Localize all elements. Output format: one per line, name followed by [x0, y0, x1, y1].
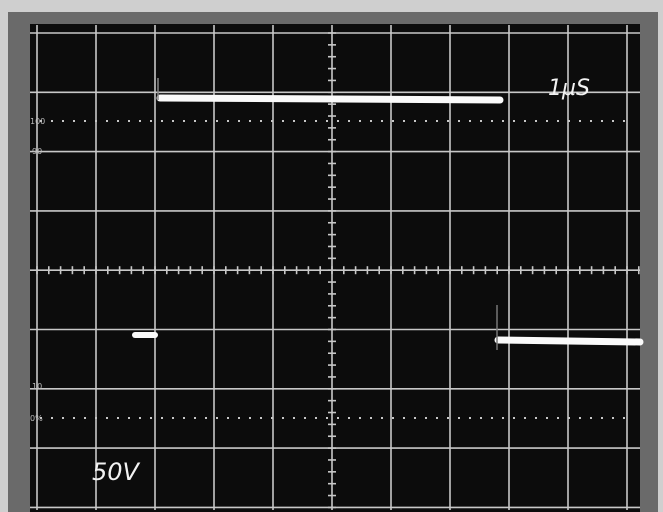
graticule-label: 100 [30, 117, 45, 126]
graticule [30, 25, 640, 510]
waveform [132, 78, 644, 350]
graticule-label: 0% [30, 414, 43, 423]
graticule-label: 10 [32, 382, 42, 391]
trace-high [156, 94, 504, 104]
trace-low [494, 336, 644, 346]
graticule-label: 90 [32, 147, 42, 156]
timebase-label: 1µS [548, 76, 590, 101]
volts-label: 50V [92, 458, 141, 486]
